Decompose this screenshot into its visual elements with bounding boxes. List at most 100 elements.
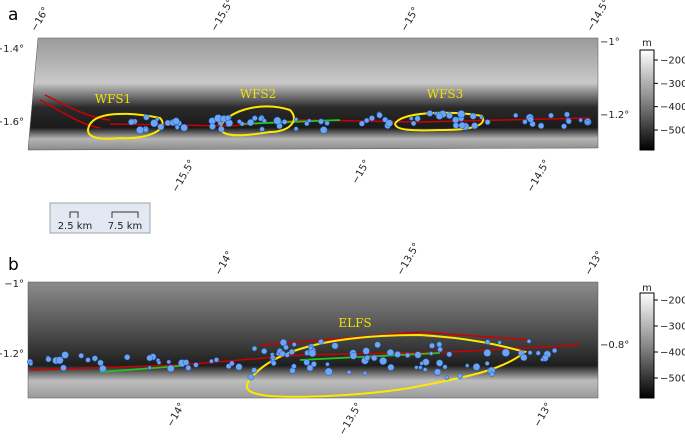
feature-label: WFS1	[95, 92, 132, 106]
event	[414, 351, 422, 359]
event	[91, 355, 98, 362]
event	[318, 118, 324, 125]
feature-label: WFS3	[427, 87, 464, 101]
event	[157, 123, 165, 131]
top-tick-label: −15.5°	[209, 0, 236, 34]
event	[224, 115, 231, 121]
event	[371, 354, 378, 362]
event	[385, 119, 394, 127]
event	[318, 339, 324, 345]
events	[27, 338, 558, 381]
event	[527, 350, 533, 356]
event	[564, 111, 570, 118]
event	[376, 112, 383, 119]
event	[155, 117, 160, 122]
event	[166, 359, 172, 365]
event	[251, 367, 258, 374]
event	[180, 123, 188, 132]
event	[136, 126, 144, 135]
fault	[39, 99, 101, 129]
left-tick-label: −1°	[4, 279, 24, 290]
bottom-tick-label: −14.5°	[525, 158, 552, 194]
event	[484, 119, 491, 125]
left-tick-label: −1.6°	[0, 117, 24, 128]
event	[128, 118, 135, 126]
event	[143, 114, 150, 121]
event	[61, 351, 69, 359]
event	[387, 363, 395, 371]
event	[435, 112, 443, 120]
event	[497, 340, 502, 345]
event	[78, 352, 84, 359]
event	[193, 362, 199, 368]
event	[442, 364, 448, 370]
event	[394, 351, 401, 358]
colorbar	[639, 292, 655, 399]
event	[259, 126, 265, 132]
event	[426, 110, 434, 117]
event	[247, 373, 255, 381]
event	[561, 123, 567, 130]
event	[410, 120, 417, 127]
event	[465, 363, 470, 368]
fault	[44, 94, 111, 121]
event	[346, 370, 352, 375]
event	[209, 123, 216, 130]
event	[484, 339, 491, 345]
event	[436, 359, 444, 367]
bottom-tick-label: −15°	[350, 158, 373, 186]
scale-bar	[69, 211, 139, 218]
left-tick-label: −1.4°	[0, 44, 24, 55]
colorbar-tick-label: −2000	[660, 56, 685, 67]
event	[319, 126, 328, 134]
event	[143, 127, 149, 133]
map-b	[27, 281, 599, 399]
event	[284, 352, 290, 358]
event	[469, 112, 477, 120]
event	[261, 348, 268, 355]
event	[279, 350, 286, 357]
colorbar	[639, 49, 655, 151]
event	[218, 125, 225, 133]
scale-box	[49, 202, 151, 234]
event	[60, 364, 67, 372]
event	[457, 110, 466, 119]
event	[45, 356, 52, 363]
event	[362, 370, 368, 376]
panel-label: b	[8, 255, 19, 275]
event	[281, 119, 288, 125]
event	[209, 358, 214, 364]
top-tick-label: −15°	[399, 5, 422, 33]
event	[457, 373, 463, 380]
event	[293, 117, 299, 122]
colorbar-unit: m	[642, 283, 652, 294]
event	[251, 115, 258, 122]
top-tick-label: −13.5°	[395, 241, 422, 277]
colorbar-tick-label: −3000	[660, 322, 685, 333]
event	[156, 360, 162, 365]
top-tick-label: −16°	[29, 5, 52, 33]
event	[513, 112, 519, 118]
event	[99, 365, 107, 373]
top-tick-label: −13°	[583, 249, 606, 277]
event	[258, 116, 264, 122]
event	[444, 375, 450, 380]
event	[279, 338, 287, 347]
event	[308, 349, 317, 358]
event	[374, 341, 381, 349]
event	[471, 122, 479, 130]
scale-label: 2.5 km	[58, 221, 93, 232]
feature-label: ELFS	[338, 316, 371, 330]
event	[182, 359, 190, 366]
event	[452, 116, 460, 124]
event	[452, 122, 460, 129]
event	[307, 118, 312, 123]
event	[483, 349, 492, 357]
colorbar-tick-label: −2000	[660, 296, 685, 307]
event	[349, 352, 358, 360]
event	[237, 119, 242, 124]
colorbar-tick-label: −5000	[660, 126, 685, 137]
event	[522, 119, 528, 125]
right-tick-label: −1.2°	[600, 110, 629, 121]
colorbar-tick-label: −4000	[660, 348, 685, 359]
